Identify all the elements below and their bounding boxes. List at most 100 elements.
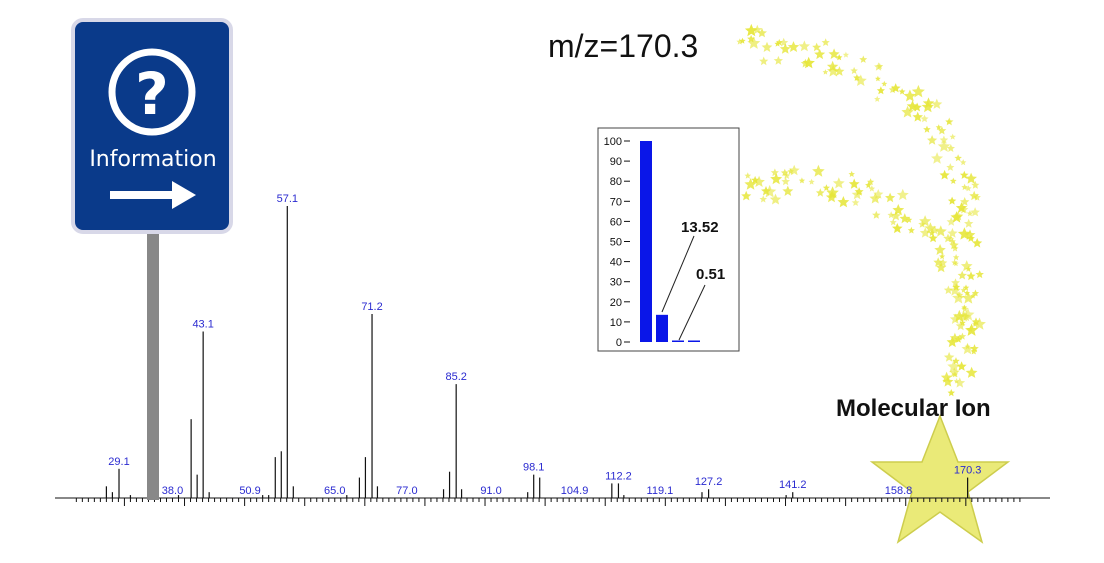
sparkle-star-icon (949, 367, 960, 378)
inset-y-tick-label: 30 (610, 277, 622, 289)
sparkle-star-icon (943, 233, 953, 243)
sparkle-star-icon (814, 48, 826, 60)
x-tick-label: 158.8 (885, 485, 913, 497)
sparkle-star-icon (889, 218, 897, 226)
sparkle-star-icon (937, 126, 947, 135)
sparkle-star-icon (965, 366, 978, 378)
peak-label: 98.1 (523, 462, 544, 474)
sparkle-star-icon (947, 359, 961, 373)
sparkle-star-icon (892, 223, 903, 234)
sparkle-star-icon (954, 377, 966, 388)
sparkle-star-icon (850, 66, 858, 74)
sparkle-star-icon (921, 100, 934, 113)
sparkle-star-icon (975, 270, 984, 279)
sparkle-star-icon (842, 51, 850, 58)
sparkle-star-icon (947, 235, 955, 242)
sparkle-star-icon (953, 260, 959, 267)
sparkle-star-icon (937, 140, 951, 152)
sparkle-star-icon (942, 376, 954, 387)
sparkle-star-icon (949, 284, 961, 296)
sparkle-star-icon (919, 215, 932, 227)
sparkle-star-icon (851, 198, 860, 206)
sparkle-star-icon (960, 260, 973, 272)
sparkle-star-icon (869, 192, 881, 204)
sparkle-star-icon (956, 361, 967, 371)
sparkle-star-icon (854, 74, 867, 86)
inset-y-tick-label: 90 (610, 156, 622, 168)
sparkle-star-icon (947, 227, 958, 238)
sparkle-star-icon (912, 102, 922, 112)
sparkle-star-icon (946, 217, 956, 226)
sparkle-star-icon (951, 371, 959, 378)
sparkle-star-icon (885, 192, 896, 203)
inset-label-13-52: 13.52 (681, 219, 719, 236)
sparkle-star-icon (848, 170, 855, 177)
sparkle-star-icon (905, 216, 913, 223)
sparkle-star-icon (972, 321, 979, 327)
information-sign: ? Information (71, 18, 233, 500)
leader-line-13-52 (661, 235, 695, 313)
sparkle-star-icon (798, 40, 810, 52)
sparkle-star-icon (770, 168, 779, 177)
sparkle-star-icon (927, 135, 938, 145)
sparkle-star-icon (955, 202, 968, 213)
sparkle-star-icon (761, 41, 773, 52)
sparkle-star-icon (798, 177, 806, 184)
sparkle-star-icon (770, 173, 783, 185)
x-tick-label: 38.0 (162, 485, 183, 497)
sparkle-star-icon (935, 124, 942, 130)
sparkle-star-icon (938, 258, 948, 267)
sparkle-star-icon (898, 88, 906, 95)
sparkle-star-icon (744, 178, 757, 190)
sparkle-star-icon (872, 210, 881, 219)
sparkle-star-icon (954, 154, 962, 162)
sparkle-star-icon (815, 188, 825, 197)
x-tick-label: 77.0 (396, 485, 417, 497)
sparkle-star-icon (935, 261, 947, 273)
sparkle-star-icon (834, 66, 845, 76)
peak-label: 57.1 (277, 193, 298, 205)
sparkle-star-icon (919, 227, 931, 238)
sparkle-star-icon (887, 211, 895, 219)
sparkle-star-icon (961, 311, 971, 322)
sparkle-star-icon (827, 64, 840, 77)
sparkle-star-icon (773, 55, 783, 65)
sparkle-star-icon (939, 135, 949, 144)
x-axis-ticks (75, 498, 1021, 506)
sparkle-star-icon (966, 210, 974, 217)
x-tick-label: 119.1 (647, 485, 674, 497)
sparkle-star-icon (923, 125, 931, 133)
inset-y-tick-label: 80 (610, 176, 622, 188)
sparkle-star-icon (787, 168, 794, 175)
arrow-right-icon (110, 181, 196, 209)
sparkle-star-icon (812, 42, 822, 52)
sparkle-star-icon (741, 190, 752, 201)
sparkle-star-icon (949, 177, 957, 184)
peak-label: 170.3 (954, 465, 982, 477)
peak-label: 29.1 (108, 456, 129, 468)
sparkle-star-icon (920, 114, 929, 123)
sparkle-star-icon (822, 184, 830, 191)
peak-label: 112.2 (605, 470, 632, 482)
x-tick-labels: 38.0 50.9 65.0 77.0 91.0 104.9 119.1 158.8 (162, 485, 912, 497)
sparkle-star-icon (959, 204, 969, 214)
sparkle-star-icon (821, 38, 830, 46)
x-tick-label: 50.9 (239, 485, 260, 497)
mass-spectrum-plot: 29.1 43.1 57.1 71.2 85.2 98.1 112.2 127.2 141.2 1… (55, 193, 1050, 506)
sparkle-star-icon (828, 48, 840, 59)
sparkle-star-icon (966, 271, 976, 281)
sparkle-star-icon (892, 204, 905, 216)
sparkle-star-icon (962, 284, 970, 291)
sparkle-star-icon (837, 196, 850, 208)
sparkle-star-icon (907, 226, 915, 234)
x-tick-label: 65.0 (324, 485, 345, 497)
sparkle-star-icon (779, 43, 791, 54)
sparkle-star-icon (751, 175, 760, 184)
sparkle-star-icon (946, 163, 955, 171)
peak-label: 43.1 (192, 319, 213, 331)
sparkle-star-icon (964, 229, 976, 240)
sparkle-star-icon (961, 305, 969, 313)
sparkle-star-icon (964, 343, 971, 350)
sparkle-star-icon (945, 117, 954, 126)
